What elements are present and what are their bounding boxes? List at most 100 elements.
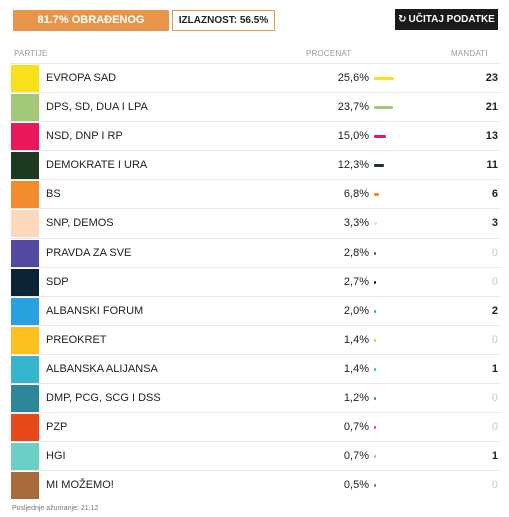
table-header: PARTIJE PROCENAT MANDATI [0,46,509,62]
party-percent: 1,4% [343,362,369,375]
table-row: EVROPA SAD 25,6% 23 [10,63,500,92]
party-percent-bar [374,135,386,139]
party-percent-bar [374,484,376,488]
results-toolbar: 81.7% OBRAĐENOG UZORKA IZLAZNOST: 56.5% … [0,0,509,47]
party-percent-bar [374,367,376,371]
party-color-swatch [11,152,39,180]
party-seats: 3 [491,217,498,230]
column-header-percent: PROCENAT [306,49,352,58]
column-header-party: PARTIJE [14,49,48,58]
party-name: PRAVDA ZA SVE [46,246,132,259]
party-color-swatch [11,123,39,151]
party-name: HGI [46,450,66,463]
party-color-swatch [11,414,39,442]
table-row: DEMOKRATE I URA 12,3% 11 [10,150,500,180]
table-row: ALBANSKA ALIJANSA 1,4% 1 [10,353,500,383]
party-color-swatch [11,181,39,209]
party-percent-bar [374,251,377,255]
party-percent: 1,2% [343,392,369,405]
party-percent-bar [374,222,377,226]
party-seats: 21 [485,101,498,114]
party-percent: 15,0% [337,130,369,143]
party-color-swatch [11,94,39,122]
party-seats: 11 [486,159,498,172]
party-percent-bar [374,309,376,313]
party-name: SDP [46,275,69,288]
party-color-swatch [11,65,39,92]
party-name: PREOKRET [46,333,107,346]
party-percent-bar [374,106,393,110]
party-percent: 3,3% [343,217,369,230]
party-percent: 0,7% [343,450,369,463]
party-seats: 0 [491,246,498,259]
party-percent-bar [374,397,376,401]
party-percent: 0,7% [343,421,369,434]
party-color-swatch [11,268,39,296]
table-row: SDP 2,7% 0 [10,266,500,296]
party-color-swatch [11,297,39,325]
party-percent: 0,5% [343,479,369,492]
party-percent: 12,3% [337,159,369,172]
table-row: DMP, PCG, SCG I DSS 1,2% 0 [10,383,500,413]
party-name: DMP, PCG, SCG I DSS [46,392,161,405]
table-row: BS 6,8% 6 [10,179,500,209]
party-name: DEMOKRATE I URA [46,159,148,172]
counted-sample-badge: 81.7% OBRAĐENOG UZORKA [13,10,169,47]
party-color-swatch [11,443,39,471]
party-seats: 1 [491,450,498,463]
party-name: DPS, SD, DUA I LPA [46,101,148,114]
column-header-seats: MANDATI [451,49,488,58]
party-seats: 0 [491,275,498,288]
table-row: SNP, DEMOS 3,3% 3 [10,208,500,238]
party-percent: 25,6% [337,72,369,84]
party-percent-bar [374,193,380,197]
party-color-swatch [11,385,39,413]
last-update-note: Posljednje ažuriranje: 21:12 [12,505,99,512]
table-row: MI MOŽEMO! 0,5% 0 [10,470,500,500]
table-row: PZP 0,7% 0 [10,412,500,442]
party-percent-bar [374,338,376,342]
table-row: NSD, DNP I RP 15,0% 13 [10,121,500,151]
party-percent: 6,8% [343,188,369,201]
party-seats: 0 [491,421,498,434]
turnout-badge: IZLAZNOST: 56.5% [172,10,275,31]
party-color-swatch [11,326,39,354]
party-percent: 1,4% [343,333,369,346]
party-color-swatch [11,472,39,500]
party-name: NSD, DNP I RP [46,130,123,143]
party-percent: 23,7% [337,101,369,114]
party-percent: 2,8% [343,246,369,259]
party-name: MI MOŽEMO! [46,479,114,492]
party-seats: 0 [491,479,498,492]
party-seats: 23 [485,72,498,84]
party-seats: 6 [491,188,498,201]
party-name: PZP [46,421,68,434]
table-row: DPS, SD, DUA I LPA 23,7% 21 [10,92,500,122]
reload-data-label: UČITAJ PODATKE [408,14,495,25]
party-percent-bar [374,426,376,430]
party-percent: 2,7% [343,275,369,288]
reload-data-button[interactable]: ↻ UČITAJ PODATKE [395,9,498,30]
party-name: ALBANSKA ALIJANSA [46,362,158,375]
refresh-icon: ↻ [398,14,407,25]
party-seats: 13 [485,130,498,143]
party-percent-bar [374,455,376,459]
party-color-swatch [11,355,39,383]
party-percent: 2,0% [343,304,369,317]
party-seats: 1 [491,362,498,375]
party-seats: 0 [491,392,498,405]
party-color-swatch [11,210,39,238]
party-name: EVROPA SAD [46,72,117,84]
party-color-swatch [11,239,39,267]
table-row: ALBANSKI FORUM 2,0% 2 [10,295,500,325]
party-percent-bar [374,164,384,168]
party-name: BS [46,188,61,201]
party-name: ALBANSKI FORUM [46,304,144,317]
party-name: SNP, DEMOS [46,217,114,230]
party-seats: 0 [491,333,498,346]
party-percent-bar [374,280,377,284]
table-row: PREOKRET 1,4% 0 [10,324,500,354]
party-percent-bar [374,77,394,80]
party-seats: 2 [491,304,498,317]
table-row: PRAVDA ZA SVE 2,8% 0 [10,237,500,267]
